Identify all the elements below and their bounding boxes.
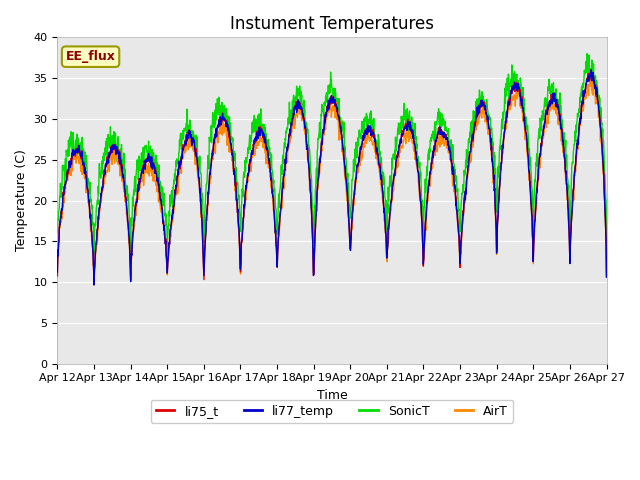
li75_t — [490, 165, 497, 170]
li75_t — [417, 209, 425, 215]
SonicT — [417, 193, 425, 199]
Line: AirT: AirT — [58, 78, 607, 285]
li75_t — [176, 166, 184, 172]
SonicT — [583, 51, 591, 57]
AirT — [163, 254, 170, 260]
SonicT — [163, 256, 171, 262]
SonicT — [54, 230, 61, 236]
li77_temp — [417, 212, 425, 217]
li75_t — [587, 67, 595, 73]
li77_temp — [603, 274, 611, 280]
SonicT — [538, 113, 545, 119]
AirT — [417, 215, 425, 221]
SonicT — [163, 211, 170, 217]
li77_temp — [176, 164, 184, 169]
AirT — [538, 143, 545, 149]
AirT — [603, 272, 611, 277]
Line: li75_t: li75_t — [58, 70, 607, 282]
li77_temp — [90, 282, 98, 288]
Title: Instument Temperatures: Instument Temperatures — [230, 15, 434, 33]
li77_temp — [237, 240, 245, 246]
li77_temp — [54, 269, 61, 275]
Y-axis label: Temperature (C): Temperature (C) — [15, 150, 28, 252]
li75_t — [237, 240, 245, 246]
li75_t — [538, 142, 545, 148]
AirT — [90, 282, 98, 288]
li77_temp — [538, 143, 545, 149]
AirT — [54, 263, 61, 269]
SonicT — [237, 203, 245, 209]
X-axis label: Time: Time — [317, 389, 348, 402]
SonicT — [176, 143, 184, 149]
Legend: li75_t, li77_temp, SonicT, AirT: li75_t, li77_temp, SonicT, AirT — [150, 400, 513, 423]
li75_t — [54, 273, 61, 279]
li77_temp — [490, 165, 497, 171]
li75_t — [163, 258, 170, 264]
li75_t — [603, 274, 611, 279]
li75_t — [90, 279, 98, 285]
AirT — [176, 167, 184, 173]
AirT — [587, 75, 595, 81]
li77_temp — [163, 254, 170, 260]
Line: SonicT: SonicT — [58, 54, 607, 259]
SonicT — [603, 239, 611, 244]
li77_temp — [587, 67, 595, 73]
AirT — [490, 180, 497, 186]
Line: li77_temp: li77_temp — [58, 70, 607, 285]
AirT — [237, 245, 245, 251]
SonicT — [490, 139, 497, 145]
Text: EE_flux: EE_flux — [66, 50, 115, 63]
